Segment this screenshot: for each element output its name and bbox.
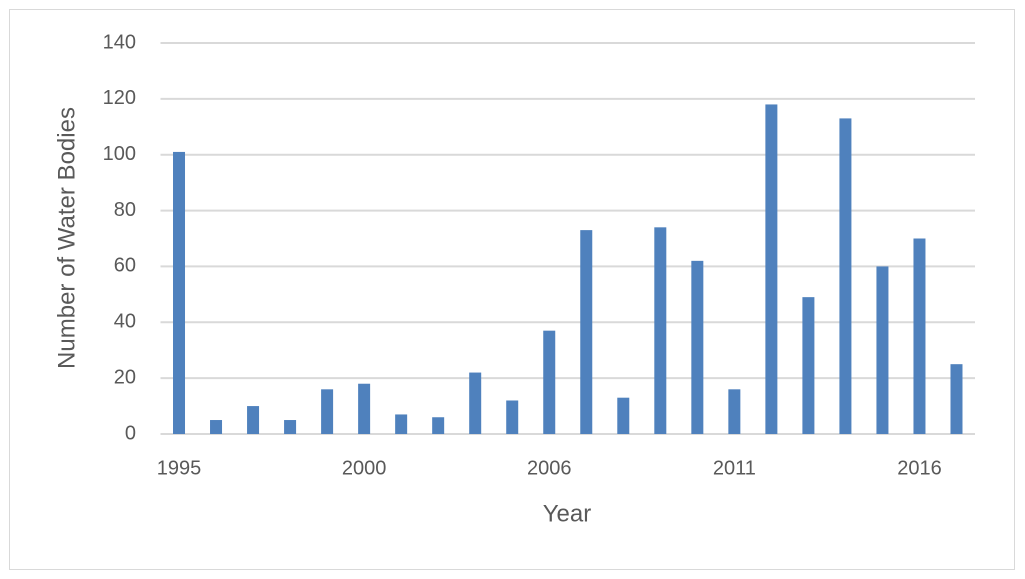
bar — [321, 389, 334, 434]
bar — [358, 383, 371, 434]
chart-border — [9, 9, 1015, 570]
x-tick-label: 2011 — [713, 457, 756, 479]
bar — [173, 151, 186, 434]
x-axis-title: Year — [543, 500, 592, 527]
bar — [284, 420, 297, 434]
y-tick-label: 0 — [125, 422, 136, 444]
bar — [469, 372, 482, 434]
bar — [765, 104, 778, 434]
bar — [913, 238, 926, 434]
y-tick-label: 40 — [114, 311, 136, 333]
bar — [617, 397, 630, 434]
y-tick-label: 80 — [114, 199, 136, 221]
bar — [432, 417, 445, 434]
bar — [580, 230, 593, 434]
bar — [654, 227, 667, 434]
x-tick-label: 2006 — [527, 457, 572, 479]
bar — [728, 389, 741, 434]
bar — [839, 118, 852, 435]
bar — [691, 260, 704, 434]
bar — [950, 364, 963, 434]
y-tick-label: 100 — [103, 143, 136, 165]
bar — [506, 400, 519, 434]
bar — [395, 414, 408, 434]
bar — [247, 406, 260, 434]
bar — [876, 266, 889, 434]
bar — [543, 330, 556, 434]
y-tick-label: 20 — [114, 366, 136, 388]
y-tick-label: 120 — [103, 87, 136, 109]
x-tick-label: 1995 — [157, 457, 202, 479]
y-tick-label: 60 — [114, 255, 136, 277]
x-tick-label: 2016 — [897, 457, 942, 479]
bar — [802, 297, 815, 434]
y-axis-title: Number of Water Bodies — [53, 107, 80, 369]
x-tick-label: 2000 — [342, 457, 387, 479]
bar — [210, 420, 223, 434]
y-tick-label: 140 — [103, 31, 136, 53]
